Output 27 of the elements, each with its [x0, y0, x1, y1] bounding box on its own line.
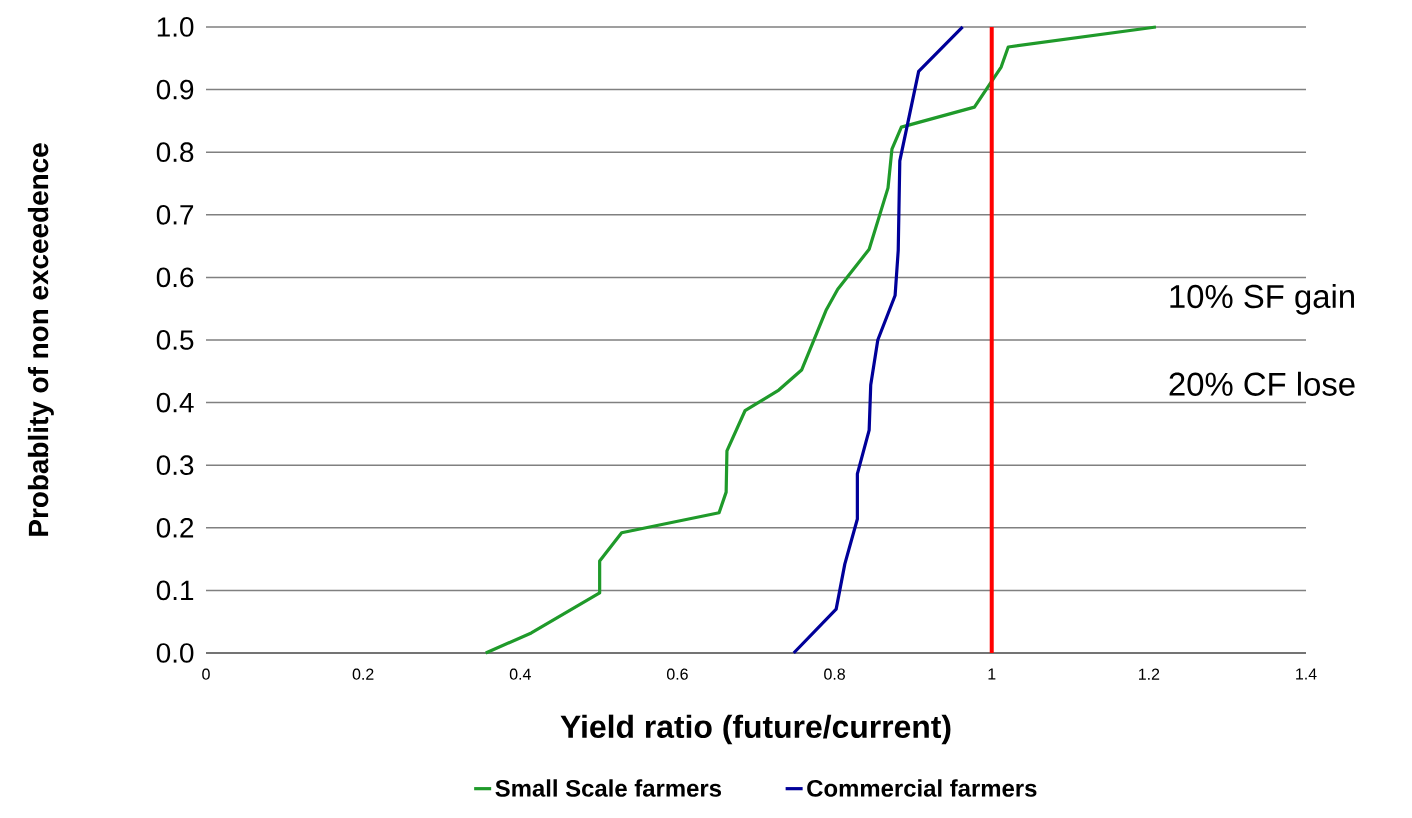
y-tick-label: 0.4 [156, 392, 194, 413]
y-axis-title: Probablity of non exceedence [27, 143, 54, 536]
y-tick-label: 0.6 [156, 267, 194, 288]
x-tick-label: 0 [202, 668, 210, 680]
line-series [484, 25, 1158, 655]
y-tick-label: 0.5 [156, 330, 194, 350]
legend-label: Commercial farmers [807, 779, 1037, 797]
x-tick-label: 0.6 [666, 668, 688, 680]
y-tick-label: 0.9 [156, 79, 194, 100]
x-axis-title: Yield ratio (future/current) [560, 714, 951, 745]
annotation: 20% CF lose [1169, 371, 1355, 396]
legend-label: Small Scale farmers [495, 779, 722, 797]
x-tick-label: 1.4 [1296, 668, 1317, 680]
y-tick-label: 0.7 [156, 204, 194, 225]
x-tick-label: 1 [988, 668, 996, 680]
y-tick-label: 0.0 [156, 643, 194, 663]
y-tick-label: 0.8 [156, 142, 194, 163]
y-tick-label: 1.0 [157, 17, 194, 37]
y-tick-label: 0.3 [156, 455, 194, 476]
x-tick-label: 0.4 [509, 668, 531, 680]
x-tick-label: 1.2 [1139, 668, 1160, 680]
y-tick-label: 0.2 [156, 517, 194, 538]
line-series [792, 25, 965, 655]
y-tick-label: 0.1 [156, 580, 194, 601]
x-tick-label: 0.8 [824, 668, 845, 680]
annotation: 10% SF gain [1170, 283, 1354, 315]
x-tick-label: 0.2 [352, 668, 374, 680]
